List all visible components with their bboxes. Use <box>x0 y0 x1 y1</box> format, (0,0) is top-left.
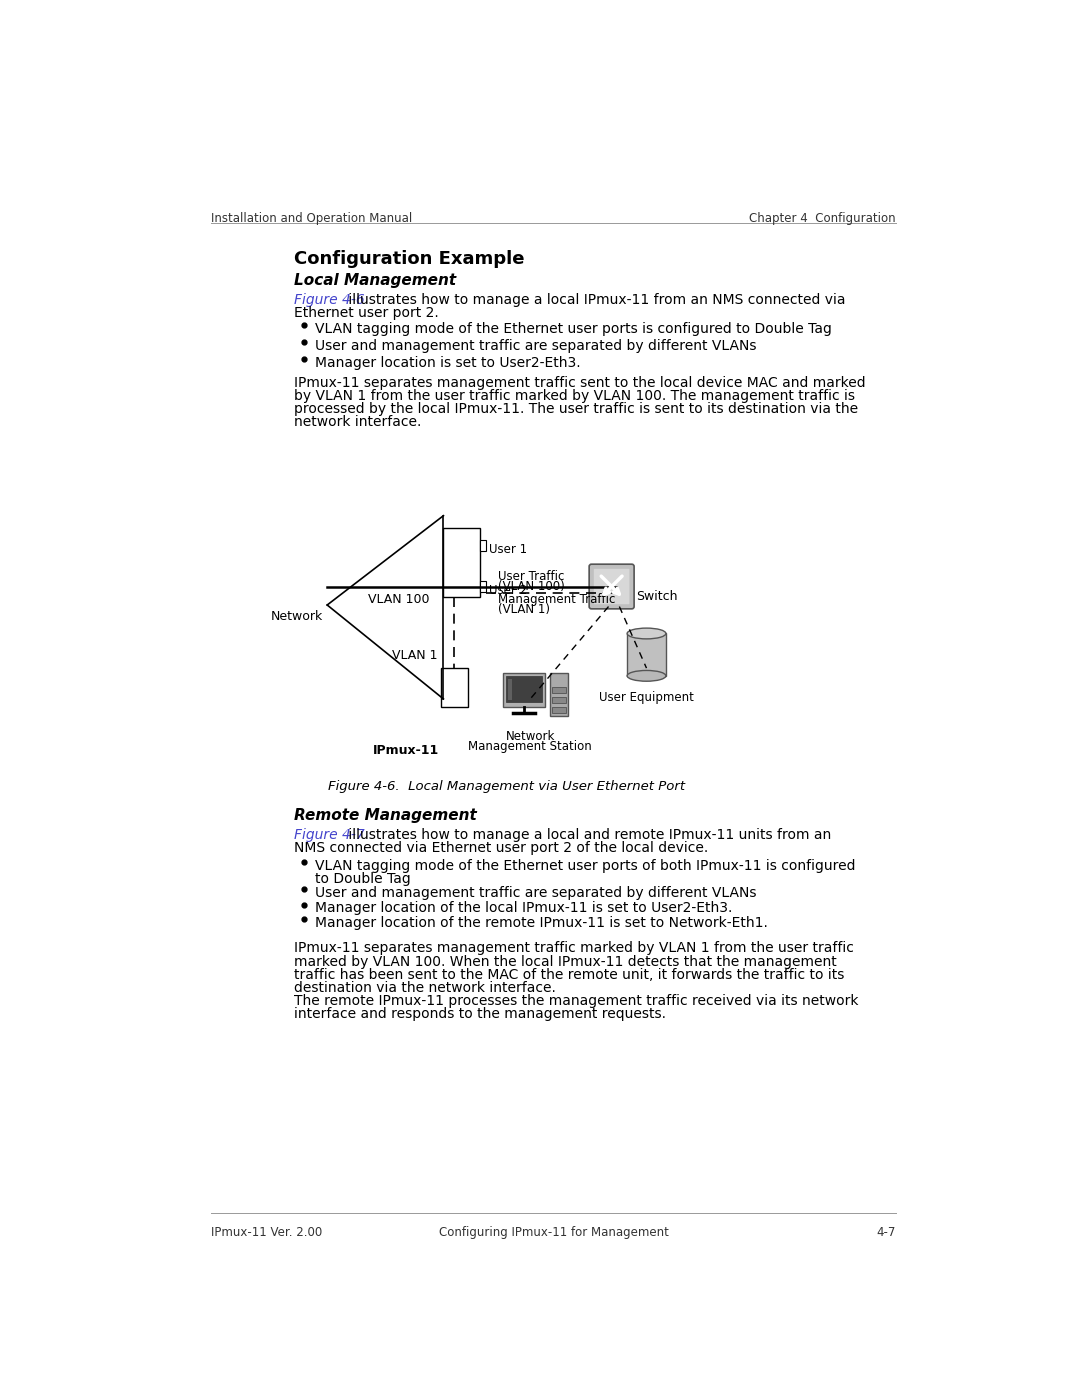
Text: Figure 4-6: Figure 4-6 <box>294 293 365 307</box>
Bar <box>480 581 486 592</box>
Text: interface and responds to the management requests.: interface and responds to the management… <box>294 1007 666 1021</box>
Text: User and management traffic are separated by different VLANs: User and management traffic are separate… <box>314 338 756 352</box>
Bar <box>441 668 469 707</box>
Text: Manager location of the remote IPmux-11 is set to Network-Eth1.: Manager location of the remote IPmux-11 … <box>314 916 768 930</box>
Text: IPmux-11: IPmux-11 <box>373 743 440 757</box>
Text: to Double Tag: to Double Tag <box>314 872 410 886</box>
Text: Network: Network <box>505 729 555 743</box>
Bar <box>503 673 545 707</box>
Text: processed by the local IPmux-11. The user traffic is sent to its destination via: processed by the local IPmux-11. The use… <box>294 402 858 416</box>
Text: Configuration Example: Configuration Example <box>294 250 525 268</box>
Text: User 1: User 1 <box>489 543 527 556</box>
Text: IPmux-11 separates management traffic sent to the local device MAC and marked: IPmux-11 separates management traffic se… <box>294 376 865 390</box>
Text: Chapter 4  Configuration: Chapter 4 Configuration <box>750 212 896 225</box>
Text: Network: Network <box>271 610 323 623</box>
Bar <box>552 686 566 693</box>
Text: User and management traffic are separated by different VLANs: User and management traffic are separate… <box>314 886 756 900</box>
Bar <box>444 528 480 598</box>
Text: Figure 4-7: Figure 4-7 <box>294 828 365 842</box>
Bar <box>480 541 486 550</box>
Text: Figure 4-6.  Local Management via User Ethernet Port: Figure 4-6. Local Management via User Et… <box>328 780 686 792</box>
Text: Management Station: Management Station <box>469 740 592 753</box>
Bar <box>552 697 566 703</box>
Bar <box>627 633 666 676</box>
Ellipse shape <box>627 671 666 682</box>
FancyBboxPatch shape <box>594 569 630 605</box>
Text: marked by VLAN 100. When the local IPmux-11 detects that the management: marked by VLAN 100. When the local IPmux… <box>294 954 837 968</box>
Text: VLAN tagging mode of the Ethernet user ports is configured to Double Tag: VLAN tagging mode of the Ethernet user p… <box>314 321 832 335</box>
Text: Installation and Operation Manual: Installation and Operation Manual <box>211 212 413 225</box>
Text: network interface.: network interface. <box>294 415 421 429</box>
Text: illustrates how to manage a local IPmux-11 from an NMS connected via: illustrates how to manage a local IPmux-… <box>345 293 846 307</box>
Text: Manager location of the local IPmux-11 is set to User2-Eth3.: Manager location of the local IPmux-11 i… <box>314 901 732 915</box>
Bar <box>507 676 542 703</box>
Text: Switch: Switch <box>636 590 678 602</box>
Text: IPmux-11 Ver. 2.00: IPmux-11 Ver. 2.00 <box>211 1227 322 1239</box>
Text: traffic has been sent to the MAC of the remote unit, it forwards the traffic to : traffic has been sent to the MAC of the … <box>294 968 845 982</box>
Text: VLAN 100: VLAN 100 <box>367 592 429 606</box>
Text: 4-7: 4-7 <box>877 1227 896 1239</box>
Text: Local Management: Local Management <box>294 274 456 288</box>
Text: Remote Management: Remote Management <box>294 809 476 823</box>
Text: User Equipment: User Equipment <box>599 692 694 704</box>
Text: IPmux-11 separates management traffic marked by VLAN 1 from the user traffic: IPmux-11 separates management traffic ma… <box>294 942 854 956</box>
Text: User Traffic: User Traffic <box>498 570 564 584</box>
Text: Management Traffic: Management Traffic <box>498 594 616 606</box>
FancyBboxPatch shape <box>590 564 634 609</box>
Text: Manager location is set to User2-Eth3.: Manager location is set to User2-Eth3. <box>314 355 580 370</box>
Text: VLAN tagging mode of the Ethernet user ports of both IPmux-11 is configured: VLAN tagging mode of the Ethernet user p… <box>314 859 855 873</box>
Bar <box>552 707 566 712</box>
Text: (VLAN 100): (VLAN 100) <box>498 580 565 594</box>
Text: User 2: User 2 <box>489 584 527 597</box>
Text: Configuring IPmux-11 for Management: Configuring IPmux-11 for Management <box>438 1227 669 1239</box>
Text: by VLAN 1 from the user traffic marked by VLAN 100. The management traffic is: by VLAN 1 from the user traffic marked b… <box>294 388 855 402</box>
Bar <box>508 679 512 700</box>
Ellipse shape <box>627 629 666 638</box>
Text: (VLAN 1): (VLAN 1) <box>498 604 550 616</box>
Text: NMS connected via Ethernet user port 2 of the local device.: NMS connected via Ethernet user port 2 o… <box>294 841 708 855</box>
Text: destination via the network interface.: destination via the network interface. <box>294 981 556 995</box>
Bar <box>550 673 568 715</box>
Text: Ethernet user port 2.: Ethernet user port 2. <box>294 306 438 320</box>
Text: VLAN 1: VLAN 1 <box>392 648 437 662</box>
Text: illustrates how to manage a local and remote IPmux-11 units from an: illustrates how to manage a local and re… <box>345 828 832 842</box>
Text: The remote IPmux-11 processes the management traffic received via its network: The remote IPmux-11 processes the manage… <box>294 993 859 1007</box>
